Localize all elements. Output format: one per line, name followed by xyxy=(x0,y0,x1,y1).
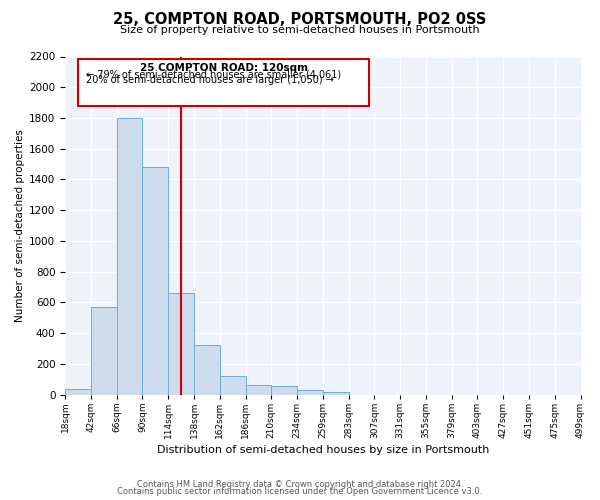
Bar xyxy=(245,384,271,394)
Text: ← 79% of semi-detached houses are smaller (4,061): ← 79% of semi-detached houses are smalle… xyxy=(86,70,341,80)
Bar xyxy=(91,307,116,394)
Text: Contains public sector information licensed under the Open Government Licence v3: Contains public sector information licen… xyxy=(118,487,482,496)
X-axis label: Distribution of semi-detached houses by size in Portsmouth: Distribution of semi-detached houses by … xyxy=(157,445,489,455)
Text: 20% of semi-detached houses are larger (1,050) →: 20% of semi-detached houses are larger (… xyxy=(86,75,334,85)
Bar xyxy=(220,376,245,394)
FancyBboxPatch shape xyxy=(78,59,369,106)
Bar xyxy=(297,390,323,394)
Text: 25, COMPTON ROAD, PORTSMOUTH, PO2 0SS: 25, COMPTON ROAD, PORTSMOUTH, PO2 0SS xyxy=(113,12,487,28)
Text: 25 COMPTON ROAD: 120sqm: 25 COMPTON ROAD: 120sqm xyxy=(140,63,308,73)
Text: Size of property relative to semi-detached houses in Portsmouth: Size of property relative to semi-detach… xyxy=(120,25,480,35)
Bar xyxy=(271,386,297,394)
Bar xyxy=(168,294,194,394)
Bar xyxy=(65,388,91,394)
Bar xyxy=(116,118,142,394)
Bar xyxy=(142,167,168,394)
Bar xyxy=(194,345,220,395)
Text: Contains HM Land Registry data © Crown copyright and database right 2024.: Contains HM Land Registry data © Crown c… xyxy=(137,480,463,489)
Bar xyxy=(323,392,349,394)
Y-axis label: Number of semi-detached properties: Number of semi-detached properties xyxy=(15,129,25,322)
